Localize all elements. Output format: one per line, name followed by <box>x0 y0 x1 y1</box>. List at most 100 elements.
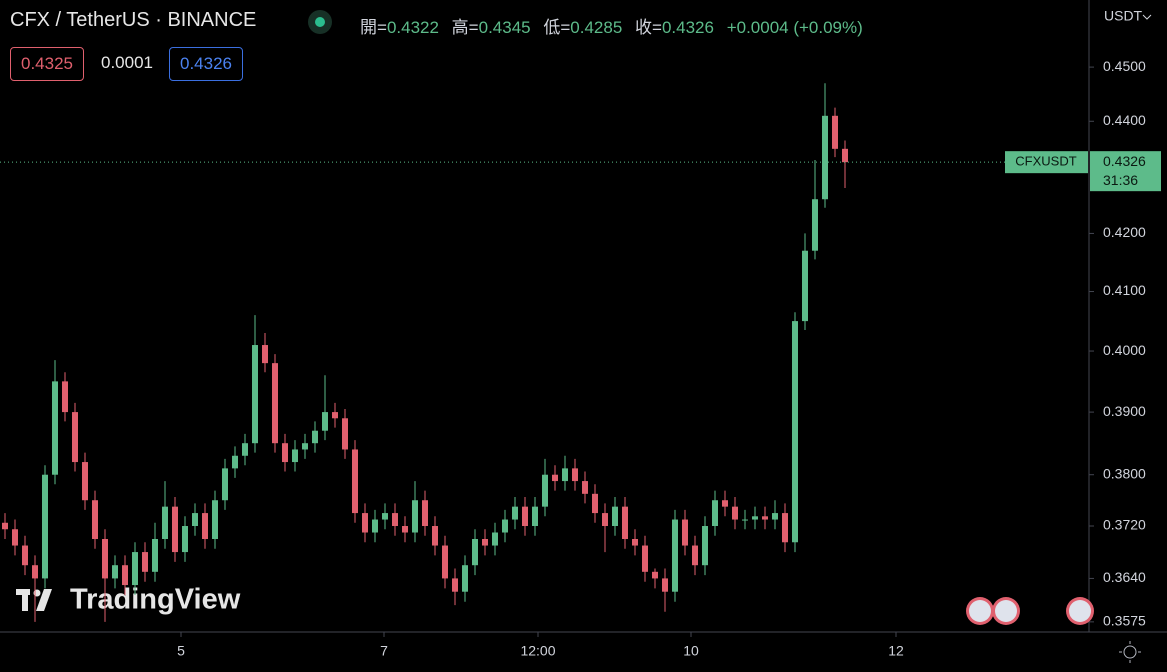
candle-body <box>662 578 668 592</box>
candle-body <box>192 513 198 527</box>
candle-body <box>722 500 728 507</box>
currency-caret[interactable] <box>1142 14 1152 20</box>
candle-body <box>642 545 648 572</box>
legend-value: 0.4285 <box>570 18 623 37</box>
candle-body <box>672 519 678 592</box>
y-tick-label: 0.3575 <box>1103 613 1146 629</box>
candle-body <box>342 418 348 450</box>
countdown-label: 31:36 <box>1103 172 1138 188</box>
candle-body <box>72 412 78 463</box>
x-tick-label: 12 <box>888 643 904 659</box>
watermark: TradingView <box>70 584 241 616</box>
candle-body <box>22 545 28 566</box>
price-tag-label: 0.4326 <box>1103 153 1146 169</box>
candle-body <box>62 381 68 413</box>
candle-body <box>492 532 498 546</box>
legend-label: 收= <box>635 18 662 37</box>
candle-body <box>232 455 238 469</box>
candle-body <box>362 513 368 533</box>
x-tick-label: 10 <box>683 643 699 659</box>
candle-body <box>322 412 328 431</box>
candle-body <box>502 519 508 533</box>
candle-body <box>542 474 548 507</box>
candle-body <box>2 522 8 530</box>
candle-body <box>782 513 788 543</box>
candle-body <box>712 500 718 527</box>
candle-body <box>452 578 458 592</box>
candle-body <box>242 443 248 456</box>
candle-body <box>262 345 268 364</box>
candle-body <box>412 500 418 533</box>
candle-body <box>172 506 178 553</box>
legend-label: 高= <box>451 18 479 37</box>
candle-body <box>292 449 298 463</box>
symbol-label: CFXUSDT <box>1015 154 1076 169</box>
y-tick-label: 0.4500 <box>1103 58 1146 74</box>
candle-body <box>462 565 468 592</box>
candle-body <box>742 519 748 521</box>
candle-body <box>142 552 148 572</box>
candle-body <box>162 506 168 540</box>
candle-body <box>442 545 448 579</box>
sell-price[interactable]: 0.4325 <box>10 47 84 81</box>
y-tick-label: 0.3640 <box>1103 569 1146 585</box>
candle-body <box>332 412 338 419</box>
x-tick-label: 12:00 <box>520 643 555 659</box>
buy-price[interactable]: 0.4326 <box>169 47 243 81</box>
y-tick-label: 0.4100 <box>1103 282 1146 298</box>
symbol-title: CFX / TetherUS · BINANCE <box>10 9 257 31</box>
candle-body <box>812 199 818 251</box>
settings-icon[interactable] <box>1119 641 1141 663</box>
candle-body <box>132 552 138 586</box>
watermark-logo <box>16 589 52 611</box>
candle-body <box>482 539 488 546</box>
candle-body <box>12 529 18 546</box>
candle-body <box>592 493 598 514</box>
candle-body <box>752 516 758 520</box>
ohlc-legend: 開=0.4322 高=0.4345 低=0.4285 收=0.4326 +0.0… <box>360 13 871 38</box>
candle-body <box>312 430 318 444</box>
candle-body <box>102 539 108 579</box>
legend-label: 開= <box>360 18 387 37</box>
candle-body <box>832 115 838 149</box>
candle-body <box>202 513 208 540</box>
candle-body <box>572 468 578 482</box>
x-tick-label: 5 <box>177 643 185 659</box>
candle-body <box>382 513 388 520</box>
candle-body <box>422 500 428 527</box>
candle-body <box>82 462 88 501</box>
candle-body <box>472 539 478 566</box>
candle-body <box>732 506 738 520</box>
candle-body <box>352 449 358 514</box>
y-tick-label: 0.4200 <box>1103 224 1146 240</box>
candle-body <box>622 506 628 540</box>
candle-body <box>822 115 828 200</box>
y-tick-label: 0.4400 <box>1103 112 1146 128</box>
candle-body <box>152 539 158 572</box>
candle-body <box>612 506 618 527</box>
candle-body <box>392 513 398 527</box>
candle-body <box>42 474 48 579</box>
legend-change: +0.0004 (+0.09%) <box>726 18 863 37</box>
candle-body <box>372 519 378 533</box>
candle-body <box>522 506 528 527</box>
x-tick-label: 7 <box>380 643 388 659</box>
candle-body <box>112 565 118 579</box>
y-tick-label: 0.3900 <box>1103 403 1146 419</box>
candle-body <box>212 500 218 540</box>
candle-body <box>122 565 128 586</box>
candle-body <box>32 565 38 579</box>
candle-body <box>552 474 558 482</box>
candle-body <box>632 539 638 546</box>
candle-body <box>182 526 188 553</box>
symbol-tag <box>1005 151 1088 174</box>
candle-body <box>792 321 798 543</box>
candle-body <box>272 363 278 444</box>
currency-label[interactable]: USDT <box>1104 8 1143 24</box>
candle-body <box>252 345 258 444</box>
candle-body <box>802 250 808 322</box>
candle-body <box>92 500 98 540</box>
candle-body <box>52 381 58 475</box>
